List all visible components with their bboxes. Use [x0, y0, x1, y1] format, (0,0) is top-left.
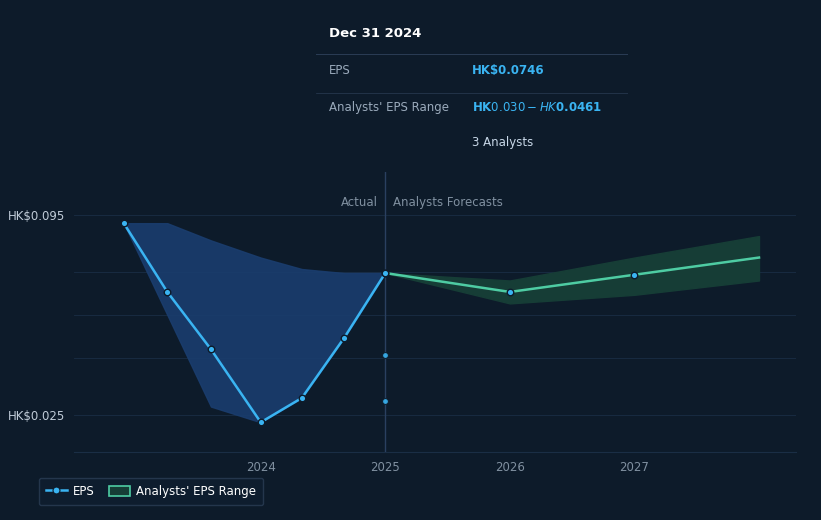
- Text: 3 Analysts: 3 Analysts: [472, 136, 534, 149]
- Text: EPS: EPS: [328, 64, 351, 77]
- Point: [204, 345, 218, 354]
- Text: HK$0.030 - HK$0.0461: HK$0.030 - HK$0.0461: [472, 101, 602, 114]
- Point: [378, 269, 392, 277]
- Text: Analysts Forecasts: Analysts Forecasts: [392, 196, 502, 209]
- Point: [503, 288, 516, 296]
- Point: [378, 350, 392, 359]
- Point: [337, 334, 351, 342]
- Point: [296, 394, 309, 402]
- Point: [161, 288, 174, 296]
- Text: HK$0.0746: HK$0.0746: [472, 64, 544, 77]
- Legend: EPS, Analysts' EPS Range: EPS, Analysts' EPS Range: [39, 478, 264, 505]
- Point: [628, 270, 641, 279]
- Text: Dec 31 2024: Dec 31 2024: [328, 27, 421, 40]
- Point: [255, 418, 268, 426]
- Point: [378, 269, 392, 277]
- Point: [378, 397, 392, 405]
- Text: Actual: Actual: [341, 196, 378, 209]
- Point: [117, 219, 131, 227]
- Text: Analysts' EPS Range: Analysts' EPS Range: [328, 101, 448, 114]
